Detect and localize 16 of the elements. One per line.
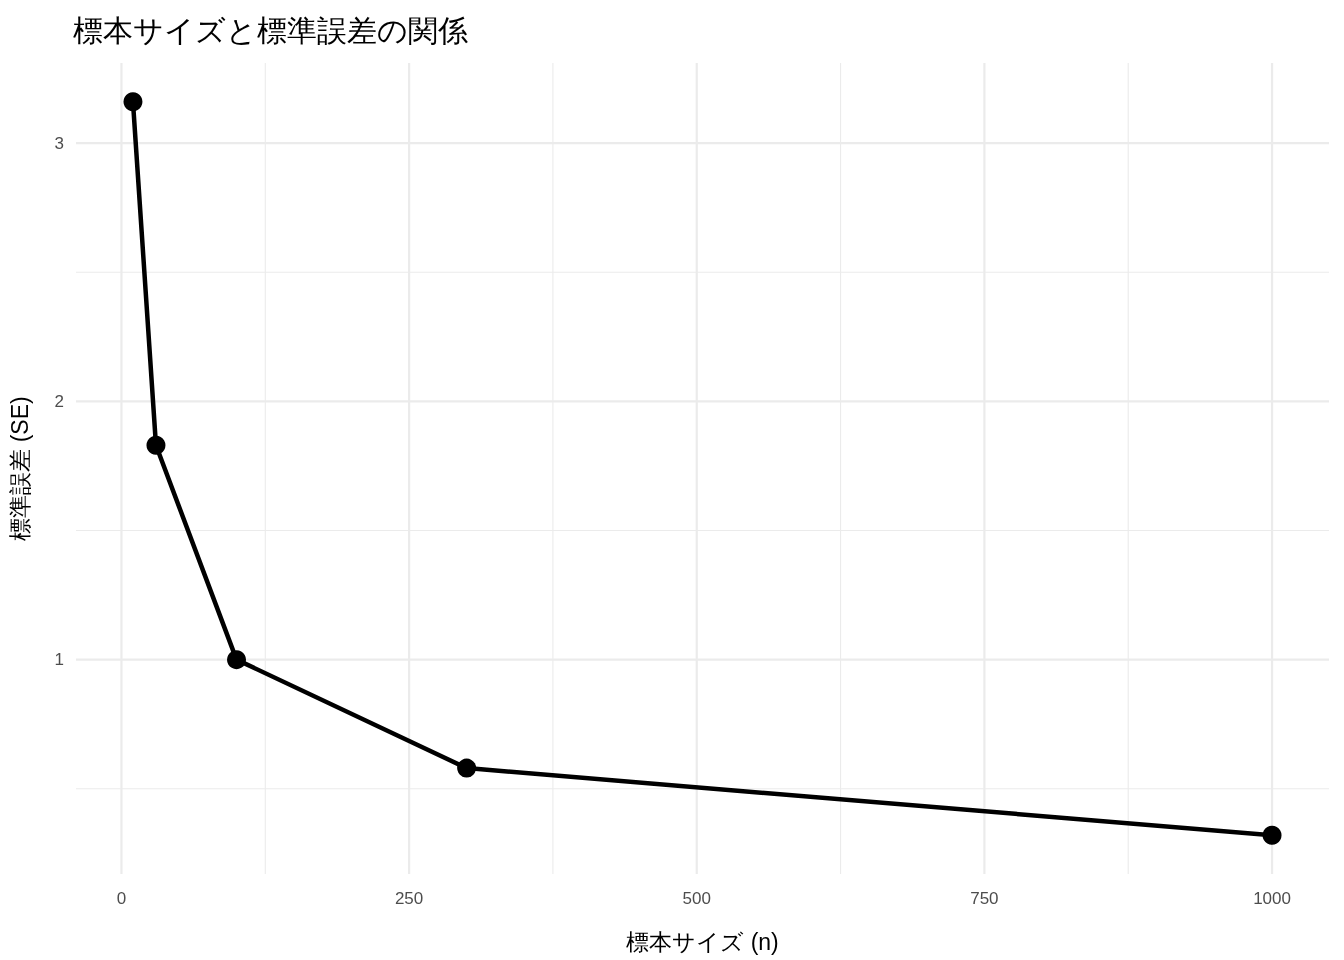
- x-tick-label: 250: [394, 889, 424, 908]
- point: [123, 92, 143, 112]
- y-tick-label: 3: [54, 133, 64, 153]
- x-axis-title: 標本サイズ (n): [626, 928, 779, 955]
- y-tick-label: 2: [54, 391, 64, 411]
- point: [227, 650, 247, 670]
- point: [457, 758, 477, 778]
- x-tick-label: 1000: [1253, 889, 1291, 908]
- x-tick-label: 0: [116, 889, 127, 908]
- x-tick-label: 500: [682, 889, 711, 908]
- chart-title: 標本サイズと標準誤差の関係: [73, 13, 468, 47]
- point: [1262, 825, 1282, 845]
- y-tick-label: 1: [54, 650, 64, 670]
- point: [146, 435, 166, 455]
- x-tick-label: 750: [970, 889, 999, 908]
- y-axis-title: 標準誤差 (SE): [6, 396, 33, 541]
